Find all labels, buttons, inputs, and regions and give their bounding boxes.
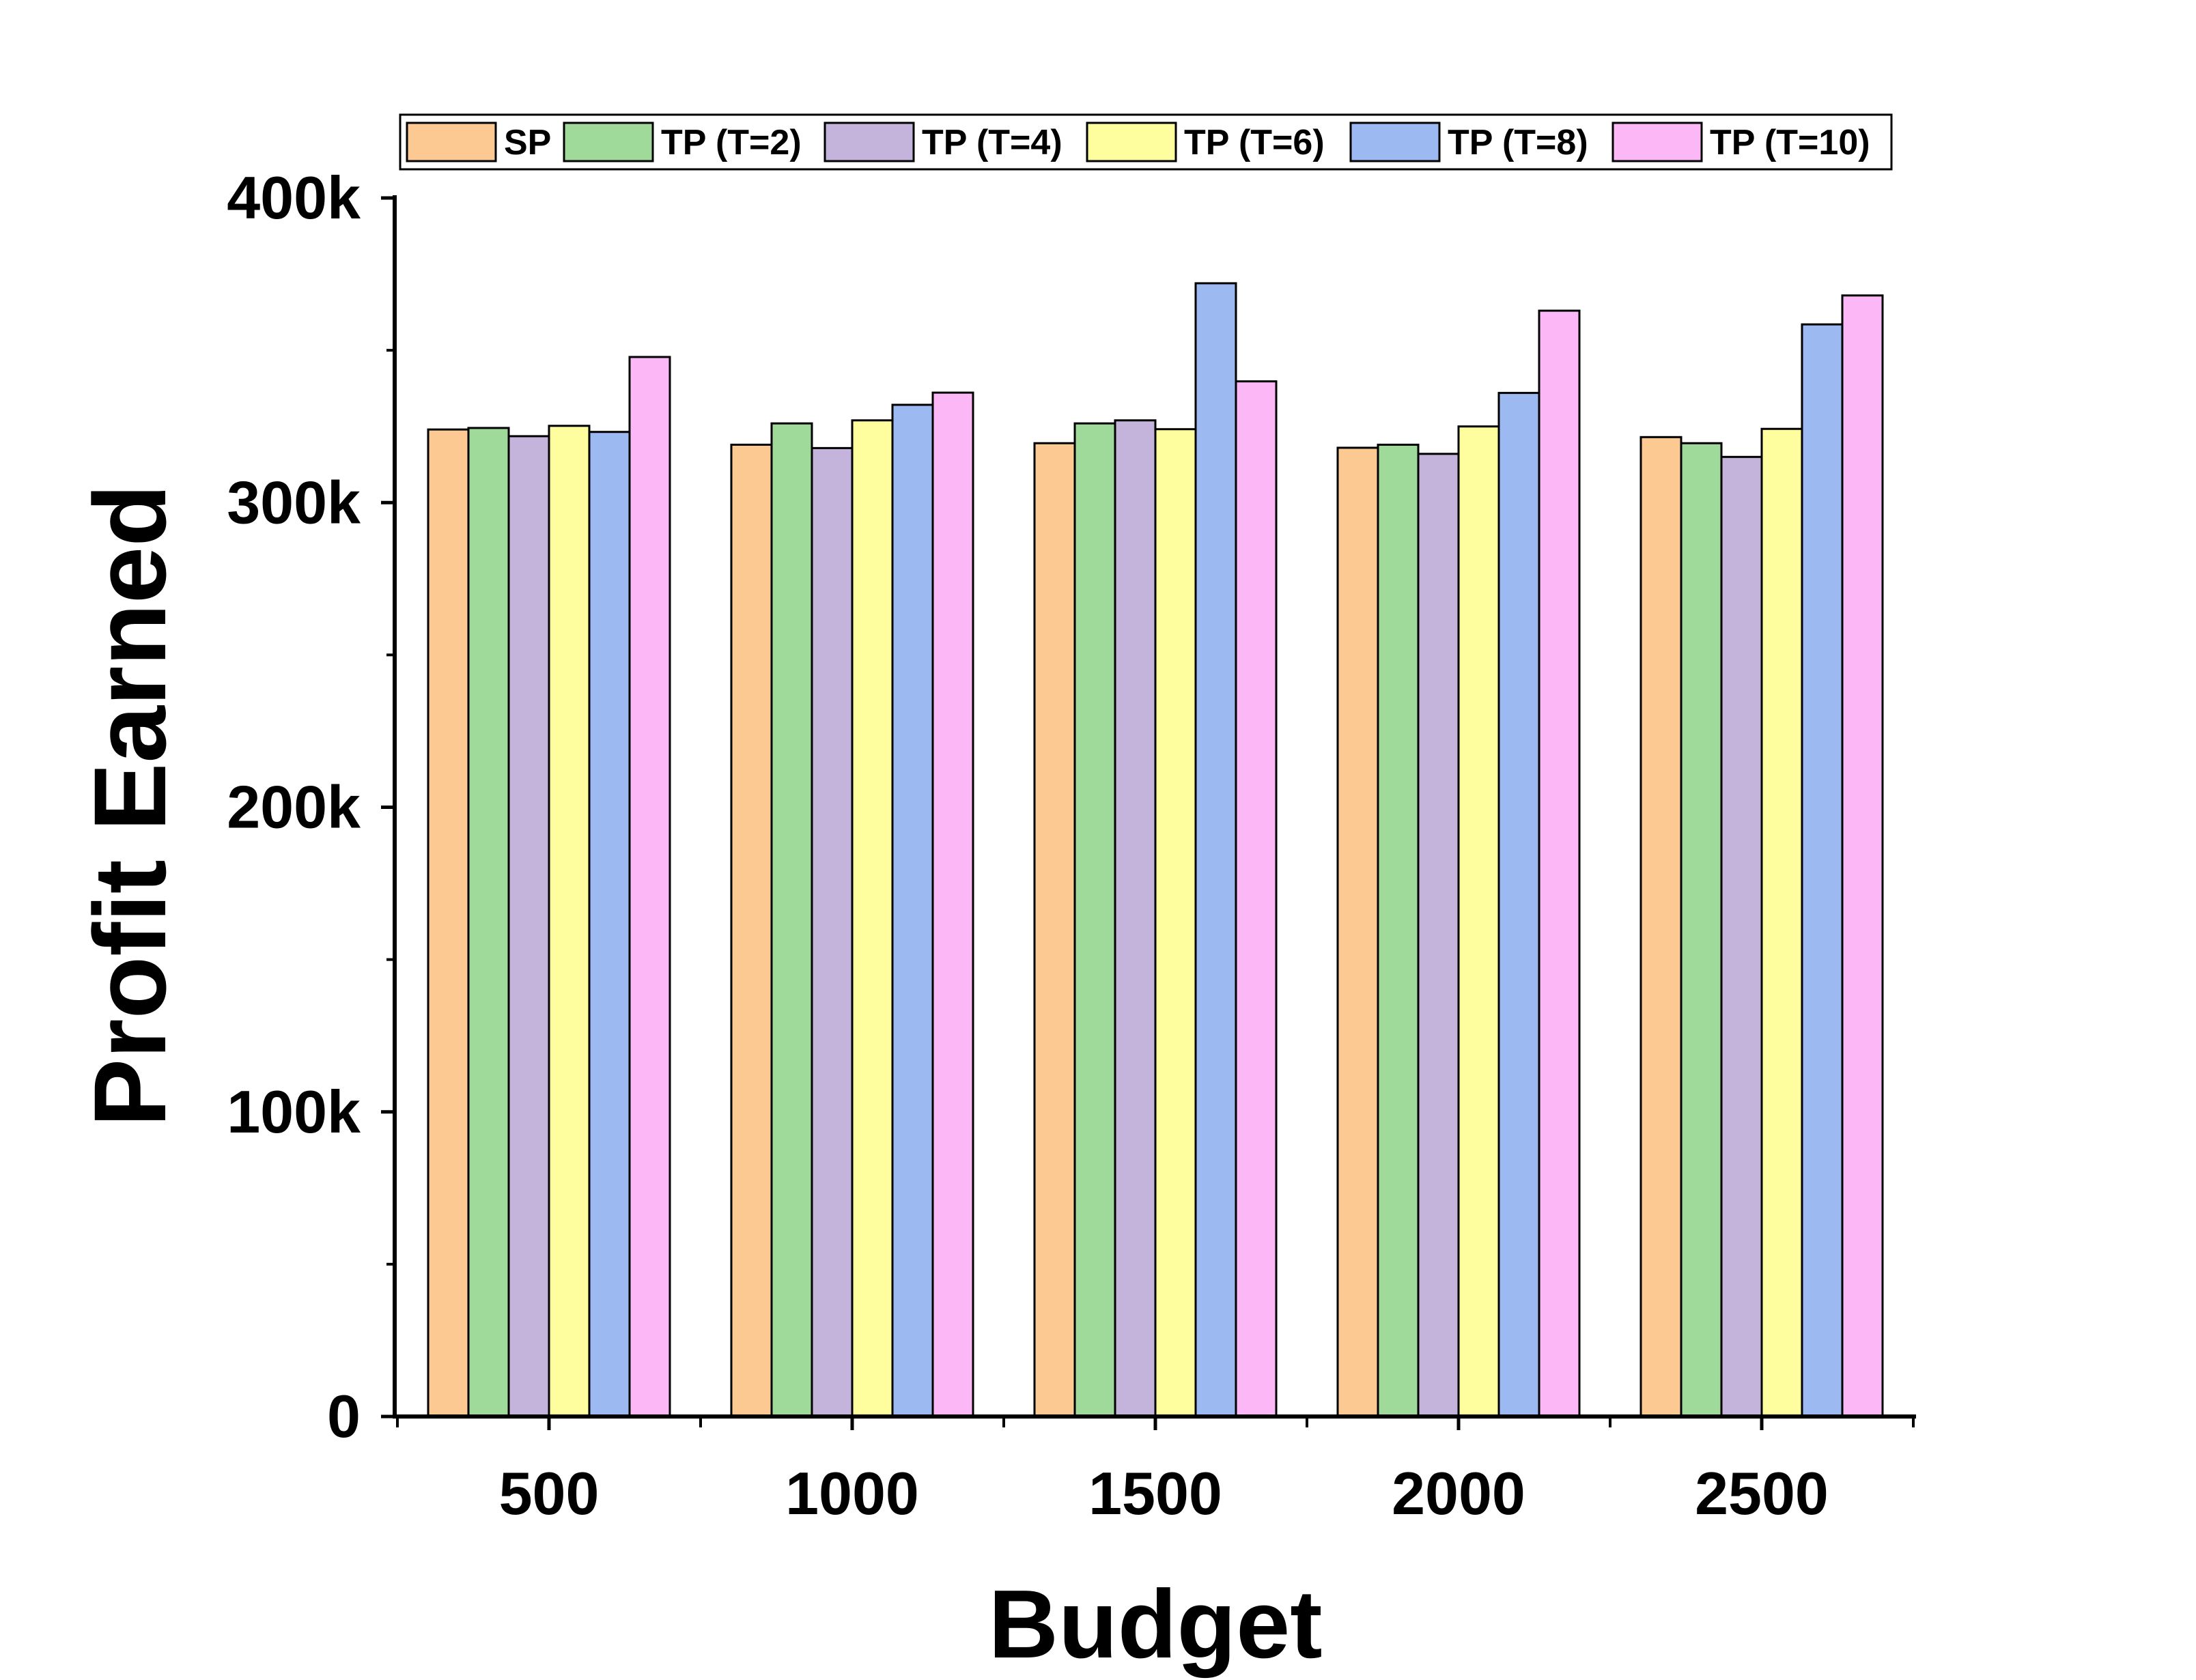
legend-swatch-tp-t-6 <box>1086 122 1177 162</box>
bar-500-tp-t-10 <box>628 356 671 1418</box>
bar-2000-tp-t-10 <box>1538 309 1581 1418</box>
legend-swatch-tp-t-10 <box>1611 122 1703 162</box>
y-tick-label: 100k <box>227 1078 361 1145</box>
x-tick-label: 500 <box>499 1460 600 1527</box>
y-ticks-layer: 0 100k 200k 300k 400k <box>227 164 395 1450</box>
bar-2500-tp-t-2 <box>1680 442 1723 1418</box>
bar-1000-sp <box>730 443 773 1418</box>
bar-2000-tp-t-2 <box>1377 443 1420 1418</box>
bar-1000-tp-t-10 <box>931 391 974 1418</box>
legend-label-tp-t-6: TP (T=6) <box>1184 123 1325 162</box>
bar-1500-sp <box>1033 442 1076 1418</box>
legend-label-tp-t-2: TP (T=2) <box>661 123 802 162</box>
y-tick-label: 400k <box>227 164 361 231</box>
bar-1500-tp-t-2 <box>1073 422 1116 1418</box>
bar-2500-sp <box>1639 436 1683 1418</box>
bar-2000-tp-t-4 <box>1417 453 1460 1418</box>
y-tick-label: 0 <box>327 1382 361 1450</box>
bar-500-tp-t-6 <box>548 425 591 1418</box>
legend-swatch-tp-t-2 <box>563 122 654 162</box>
bar-2000-sp <box>1336 446 1379 1418</box>
legend-swatch-sp <box>406 122 497 162</box>
legend-swatch-tp-t-8 <box>1349 122 1441 162</box>
bar-2500-tp-t-6 <box>1760 427 1803 1418</box>
x-ticks-layer: 500 1000 1500 2000 2500 <box>396 1416 1915 1527</box>
bar-1000-tp-t-4 <box>811 446 854 1418</box>
legend: SP TP (T=2) TP (T=4) TP (T=6) TP (T=8) TP (T=… <box>399 113 1893 171</box>
y-tick-label: 200k <box>227 773 361 841</box>
x-axis-label: Budget <box>988 1570 1322 1679</box>
legend-label-tp-t-8: TP (T=8) <box>1448 123 1588 162</box>
x-tick-label: 2000 <box>1392 1460 1525 1527</box>
y-axis-label: Profit Earned <box>72 484 187 1127</box>
bar-2000-tp-t-6 <box>1457 425 1500 1418</box>
bar-500-tp-t-4 <box>507 435 550 1418</box>
legend-label-sp: SP <box>504 123 551 162</box>
legend-swatch-tp-t-4 <box>824 122 915 162</box>
x-tick-label: 2500 <box>1695 1460 1829 1527</box>
x-tick-label: 1500 <box>1088 1460 1222 1527</box>
bar-500-tp-t-2 <box>467 427 510 1418</box>
legend-label-tp-t-4: TP (T=4) <box>922 123 1062 162</box>
x-tick-label: 1000 <box>785 1460 919 1527</box>
y-tick-label: 300k <box>227 468 361 536</box>
bar-1500-tp-t-6 <box>1154 428 1197 1418</box>
bars-layer <box>427 282 1884 1418</box>
bar-2500-tp-t-10 <box>1841 294 1884 1418</box>
bar-1500-tp-t-4 <box>1114 419 1157 1418</box>
bar-500-sp <box>427 428 470 1418</box>
bar-1000-tp-t-8 <box>891 403 934 1418</box>
bar-1500-tp-t-8 <box>1194 282 1237 1418</box>
legend-label-tp-t-10: TP (T=10) <box>1710 123 1870 162</box>
bar-500-tp-t-8 <box>588 431 631 1418</box>
bar-2500-tp-t-4 <box>1720 455 1763 1418</box>
bar-1000-tp-t-6 <box>851 419 894 1418</box>
bar-2500-tp-t-8 <box>1801 323 1844 1418</box>
bar-1500-tp-t-10 <box>1235 380 1278 1418</box>
bar-2000-tp-t-8 <box>1497 392 1540 1418</box>
bar-1000-tp-t-2 <box>770 422 813 1418</box>
